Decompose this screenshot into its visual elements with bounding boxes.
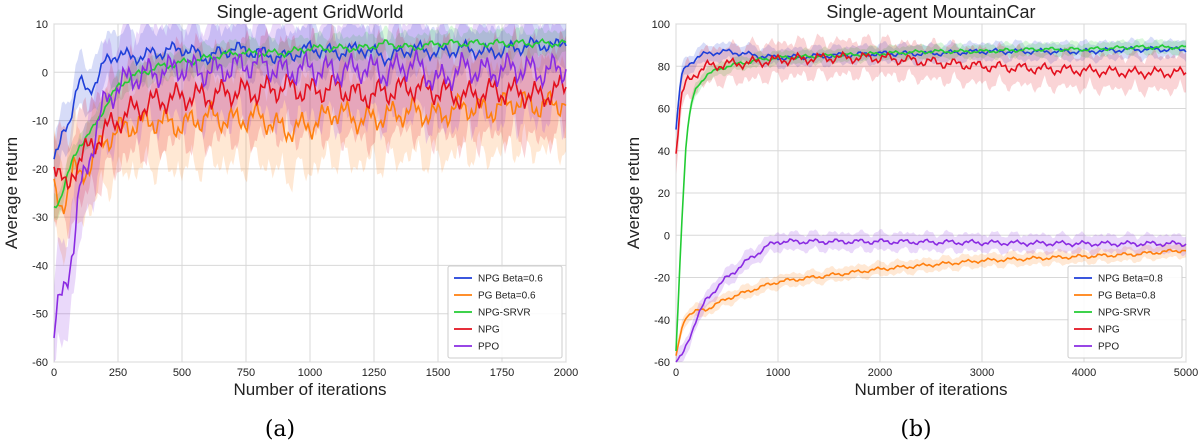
x-tick-label: 4000 bbox=[1072, 367, 1096, 379]
band-npg-beta-0-8 bbox=[676, 36, 1186, 140]
tick-labels: 0 250 500 750 1000 1250 1500 1750 2000 -60 -50 -40 -… bbox=[32, 19, 578, 379]
chart-title: Single-agent GridWorld bbox=[217, 2, 404, 22]
x-axis-label: Number of iterations bbox=[854, 380, 1007, 399]
x-tick-label: 1000 bbox=[298, 367, 322, 379]
y-tick-label: -20 bbox=[654, 273, 670, 285]
series-line-npg bbox=[53, 71, 567, 191]
y-tick-label: 40 bbox=[658, 146, 670, 158]
x-tick-label: 3000 bbox=[970, 367, 994, 379]
legend: NPG Beta=0.8 PG Beta=0.8 NPG-SRVR NPG PPO bbox=[1067, 265, 1183, 359]
series-line-npg bbox=[675, 50, 1187, 154]
series-lines bbox=[53, 35, 567, 339]
series-line-npg-srvr bbox=[675, 44, 1187, 352]
y-tick-label: 20 bbox=[658, 188, 670, 200]
y-tick-label: -40 bbox=[654, 315, 670, 327]
legend-label: NPG-SRVR bbox=[1098, 308, 1151, 319]
x-tick-label: 2000 bbox=[554, 367, 578, 379]
legend-label: PG Beta=0.8 bbox=[1098, 291, 1156, 302]
y-tick-label: 0 bbox=[42, 67, 48, 79]
band-ppo bbox=[676, 229, 1186, 362]
caption-a: (a) bbox=[265, 417, 295, 442]
tick-labels: 0 1000 2000 3000 4000 5000 -60 -40 -20 0 20 40 60 80 1… bbox=[652, 19, 1198, 379]
series-line-ppo bbox=[53, 47, 567, 339]
x-tick-label: 0 bbox=[51, 367, 57, 379]
x-tick-label: 5000 bbox=[1174, 367, 1198, 379]
y-tick-label: -30 bbox=[32, 212, 48, 224]
x-axis-label: Number of iterations bbox=[233, 380, 386, 399]
y-tick-label: 80 bbox=[658, 61, 670, 73]
band-npg bbox=[676, 33, 1186, 174]
x-tick-label: 1500 bbox=[426, 367, 450, 379]
series-line-ppo bbox=[675, 238, 1187, 363]
y-tick-label: -50 bbox=[32, 309, 48, 321]
x-tick-label: 0 bbox=[673, 367, 679, 379]
chart-mountaincar: 0 1000 2000 3000 4000 5000 -60 -40 -20 0 20 40 60 80 1… bbox=[624, 2, 1198, 442]
legend-box bbox=[447, 265, 563, 359]
y-tick-label: -60 bbox=[32, 357, 48, 369]
series-line-npg-srvr bbox=[53, 37, 567, 209]
y-tick-label: -40 bbox=[32, 260, 48, 272]
legend-label: NPG Beta=0.8 bbox=[1098, 274, 1163, 285]
y-tick-label: -20 bbox=[32, 164, 48, 176]
chart-title: Single-agent MountainCar bbox=[826, 2, 1035, 22]
x-tick-label: 1000 bbox=[766, 367, 790, 379]
band-npg-srvr bbox=[676, 38, 1186, 357]
y-tick-label: -10 bbox=[32, 116, 48, 128]
x-tick-label: 1750 bbox=[490, 367, 514, 379]
y-tick-label: 0 bbox=[664, 230, 670, 242]
legend-label: NPG bbox=[478, 325, 500, 336]
legend-label: NPG bbox=[1098, 325, 1120, 336]
legend-label: PG Beta=0.6 bbox=[478, 291, 536, 302]
series-line-npg-beta-0-6 bbox=[53, 35, 567, 160]
y-axis-label: Average return bbox=[624, 137, 643, 249]
x-tick-label: 2000 bbox=[868, 367, 892, 379]
chart-gridworld: 0 250 500 750 1000 1250 1500 1750 2000 -60 -50 -40 -… bbox=[2, 2, 578, 442]
grid-lines bbox=[53, 23, 567, 363]
legend-label: PPO bbox=[478, 342, 499, 353]
band-npg-beta-0-6 bbox=[54, 24, 566, 189]
band-ppo bbox=[54, 24, 566, 362]
x-tick-label: 500 bbox=[173, 367, 191, 379]
legend-box bbox=[1067, 265, 1183, 359]
legend: NPG Beta=0.6 PG Beta=0.6 NPG-SRVR NPG PPO bbox=[447, 265, 563, 359]
y-axis-label: Average return bbox=[2, 137, 21, 249]
x-tick-label: 250 bbox=[109, 367, 127, 379]
series-line-pg-beta-0-8 bbox=[675, 248, 1187, 356]
y-tick-label: -60 bbox=[654, 357, 670, 369]
series-lines bbox=[675, 44, 1187, 363]
legend-label: PPO bbox=[1098, 342, 1119, 353]
x-tick-label: 750 bbox=[237, 367, 255, 379]
legend-label: NPG Beta=0.6 bbox=[478, 274, 543, 285]
y-tick-label: 100 bbox=[652, 19, 670, 31]
y-tick-label: 10 bbox=[36, 19, 48, 31]
y-tick-label: 60 bbox=[658, 104, 670, 116]
legend-label: NPG-SRVR bbox=[478, 308, 531, 319]
x-tick-label: 1250 bbox=[362, 367, 386, 379]
caption-b: (b) bbox=[900, 417, 931, 442]
